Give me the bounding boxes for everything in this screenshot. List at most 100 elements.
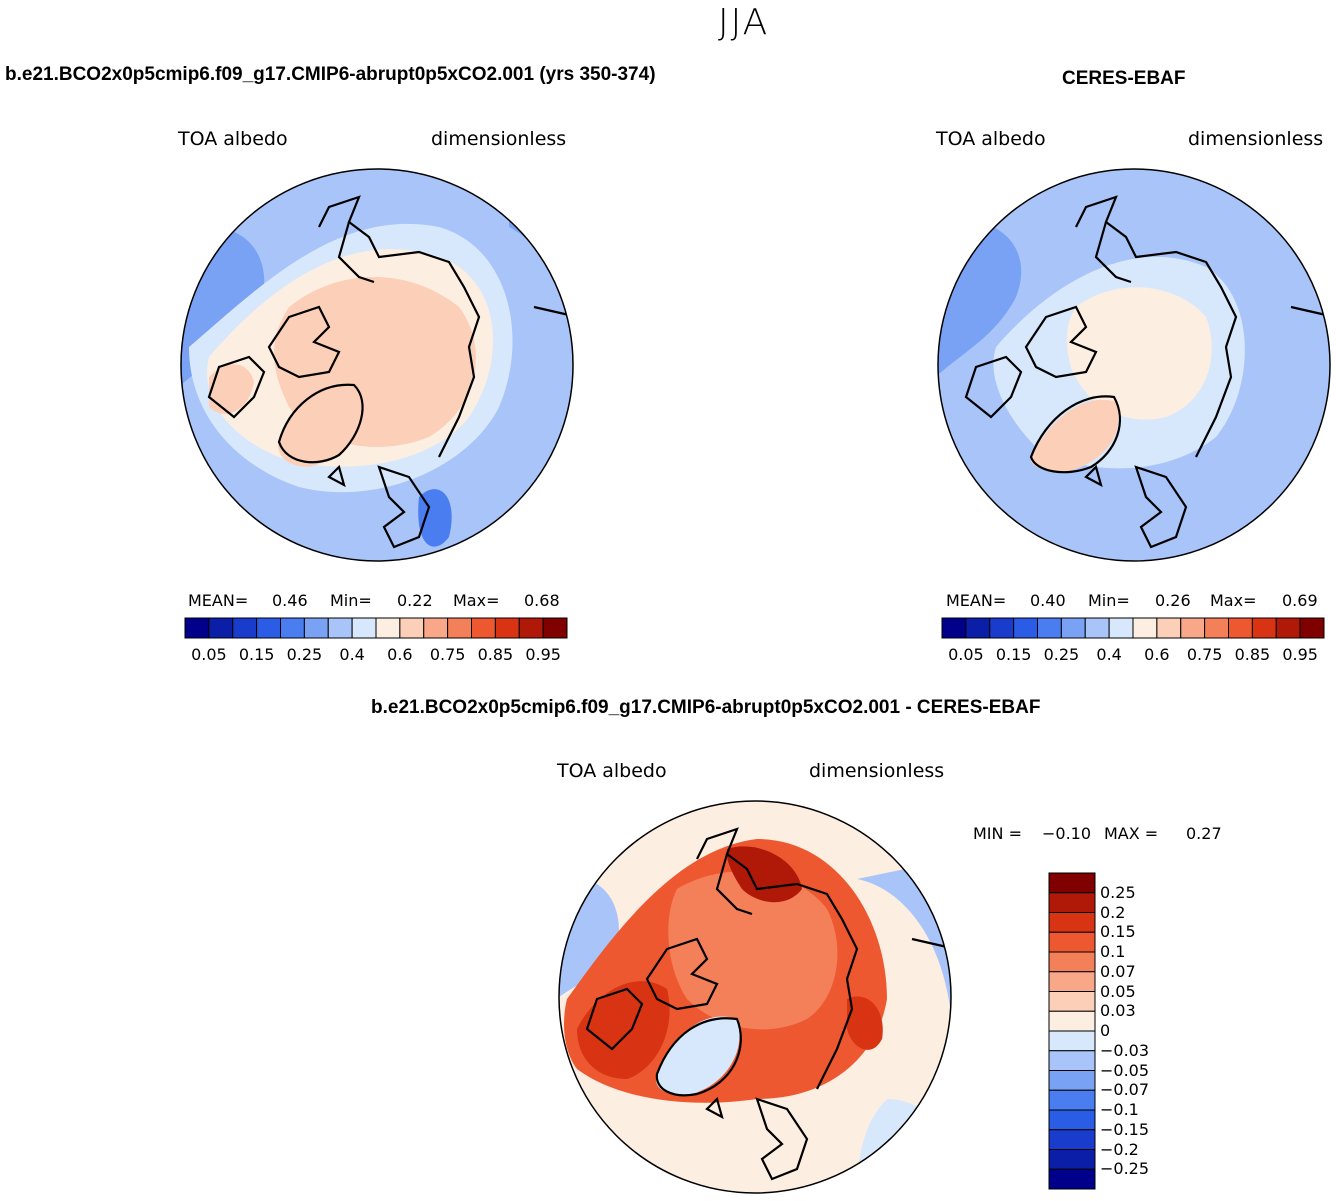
obs-colorbar-box bbox=[1156, 617, 1182, 639]
diff-colorbar-tick-label: 0.1 bbox=[1100, 942, 1126, 961]
model-colorbar-box bbox=[542, 617, 568, 639]
obs-colorbar-tick-label: 0.75 bbox=[1186, 645, 1223, 664]
diff-colorbar-box bbox=[1048, 1149, 1096, 1170]
model-units-label: dimensionless bbox=[431, 128, 567, 150]
obs-colorbar bbox=[941, 617, 1325, 639]
obs-colorbar-box bbox=[1060, 617, 1086, 639]
diff-polar-map bbox=[558, 800, 952, 1194]
model-mean-value: 0.46 bbox=[272, 591, 308, 610]
obs-mean-label: MEAN= bbox=[946, 591, 1007, 610]
model-colorbar-box bbox=[232, 617, 258, 639]
obs-colorbar-box bbox=[1299, 617, 1325, 639]
model-colorbar-box bbox=[208, 617, 234, 639]
diff-colorbar-tick-label: 0.25 bbox=[1100, 882, 1136, 902]
obs-colorbar-box bbox=[989, 617, 1015, 639]
diff-colorbar-box bbox=[1048, 1129, 1096, 1150]
model-colorbar-tick-label: 0.15 bbox=[238, 645, 275, 664]
diff-colorbar-box bbox=[1048, 1109, 1096, 1131]
diff-colorbar-tick-label: −0.07 bbox=[1100, 1080, 1150, 1100]
model-colorbar-box bbox=[447, 617, 472, 639]
obs-colorbar-box bbox=[965, 617, 991, 639]
model-colorbar-tick-label: 0.6 bbox=[387, 645, 413, 664]
diff-panel-title: b.e21.BCO2x0p5cmip6.f09_g17.CMIP6-abrupt… bbox=[371, 697, 1041, 718]
diff-colorbar-box bbox=[1048, 951, 1096, 973]
diff-colorbar-ticks: 0.25 0.2 0.15 0.1 0.07 0.05 0.03 0 −0.03 −0.05 −0.… bbox=[1100, 873, 1190, 1189]
model-colorbar-tick-label: 0.85 bbox=[477, 645, 514, 664]
diff-colorbar-box bbox=[1048, 1010, 1096, 1032]
obs-max-value: 0.69 bbox=[1282, 591, 1318, 610]
obs-colorbar-ticks: 0.05 0.15 0.25 0.4 0.6 0.75 0.85 0.95 bbox=[942, 645, 1324, 665]
diff-colorbar-tick-label: −0.03 bbox=[1100, 1040, 1150, 1060]
diff-colorbar-tick-label: 0.07 bbox=[1100, 961, 1136, 981]
model-colorbar-box bbox=[303, 617, 329, 639]
diff-colorbar-tick-label: 0.03 bbox=[1100, 1001, 1136, 1021]
obs-min-label: Min= bbox=[1088, 591, 1130, 610]
model-colorbar-box bbox=[375, 617, 401, 639]
obs-colorbar-box bbox=[1275, 617, 1301, 639]
diff-colorbar-box bbox=[1048, 892, 1096, 913]
diff-colorbar-box bbox=[1048, 1089, 1096, 1111]
diff-colorbar-box bbox=[1048, 1050, 1096, 1071]
model-min-value: 0.22 bbox=[397, 591, 433, 610]
obs-colorbar-box bbox=[1228, 617, 1253, 639]
diff-colorbar-tick-label: −0.1 bbox=[1100, 1100, 1139, 1119]
obs-colorbar-box bbox=[1084, 617, 1110, 639]
diff-colorbar-box bbox=[1048, 912, 1096, 933]
diff-max-value: 0.27 bbox=[1186, 824, 1222, 843]
diff-min-value: −0.10 bbox=[1042, 824, 1092, 843]
model-min-label: Min= bbox=[330, 591, 372, 610]
model-colorbar-box bbox=[327, 617, 353, 639]
model-polar-map bbox=[180, 168, 574, 562]
diff-colorbar-tick-label: 0.05 bbox=[1100, 981, 1136, 1001]
diff-max-label: MAX = bbox=[1104, 824, 1159, 843]
model-colorbar bbox=[184, 617, 568, 639]
obs-colorbar-tick-label: 0.15 bbox=[995, 645, 1032, 664]
diff-colorbar-box bbox=[1048, 931, 1096, 953]
obs-colorbar-box bbox=[1037, 617, 1062, 639]
obs-colorbar-tick-label: 0.4 bbox=[1096, 645, 1122, 664]
diff-colorbar-tick-label: 0 bbox=[1100, 1021, 1111, 1040]
obs-colorbar-box bbox=[1204, 617, 1229, 639]
diff-colorbar-box bbox=[1048, 991, 1096, 1012]
diff-colorbar-tick-label: −0.25 bbox=[1100, 1159, 1150, 1179]
obs-min-value: 0.26 bbox=[1155, 591, 1191, 610]
obs-colorbar-box bbox=[1013, 617, 1038, 639]
model-colorbar-box bbox=[256, 617, 281, 639]
diff-colorbar-box bbox=[1048, 1030, 1096, 1052]
model-colorbar-box bbox=[471, 617, 496, 639]
obs-units-label: dimensionless bbox=[1188, 128, 1324, 150]
model-mean-label: MEAN= bbox=[188, 591, 249, 610]
obs-panel-title: CERES-EBAF bbox=[1062, 68, 1186, 89]
model-colorbar-box bbox=[399, 617, 425, 639]
diff-colorbar-tick-label: −0.15 bbox=[1100, 1119, 1150, 1139]
model-colorbar-tick-label: 0.75 bbox=[429, 645, 466, 664]
diff-colorbar-tick-label: −0.2 bbox=[1100, 1139, 1139, 1159]
diff-units-label: dimensionless bbox=[809, 760, 945, 782]
model-colorbar-box bbox=[518, 617, 544, 639]
diff-colorbar-box bbox=[1048, 1070, 1096, 1091]
obs-colorbar-tick-label: 0.05 bbox=[948, 645, 984, 664]
obs-mean-value: 0.40 bbox=[1030, 591, 1066, 610]
season-title: JJA bbox=[718, 2, 770, 43]
model-colorbar-tick-label: 0.95 bbox=[525, 645, 561, 664]
diff-variable-label: TOA albedo bbox=[557, 760, 667, 782]
obs-colorbar-tick-label: 0.85 bbox=[1234, 645, 1271, 664]
model-colorbar-box bbox=[423, 617, 449, 639]
obs-colorbar-tick-label: 0.95 bbox=[1282, 645, 1318, 664]
model-colorbar-box bbox=[184, 617, 210, 639]
model-panel-title: b.e21.BCO2x0p5cmip6.f09_g17.CMIP6-abrupt… bbox=[5, 64, 656, 85]
model-colorbar-box bbox=[494, 617, 520, 639]
diff-colorbar-tick-label: 0.2 bbox=[1100, 902, 1126, 922]
obs-colorbar-box bbox=[941, 617, 967, 639]
obs-colorbar-box bbox=[1108, 617, 1134, 639]
model-colorbar-ticks: 0.05 0.15 0.25 0.4 0.6 0.75 0.85 0.95 bbox=[185, 645, 567, 665]
model-colorbar-box bbox=[351, 617, 377, 639]
model-colorbar-box bbox=[280, 617, 305, 639]
diff-min-label: MIN = bbox=[973, 824, 1022, 843]
model-colorbar-tick-label: 0.05 bbox=[191, 645, 227, 664]
diff-colorbar-tick-label: −0.05 bbox=[1100, 1060, 1150, 1080]
diff-colorbar-tick-label: 0.15 bbox=[1100, 922, 1136, 942]
model-colorbar-tick-label: 0.4 bbox=[339, 645, 365, 664]
obs-colorbar-box bbox=[1251, 617, 1277, 639]
obs-colorbar-box bbox=[1132, 617, 1158, 639]
